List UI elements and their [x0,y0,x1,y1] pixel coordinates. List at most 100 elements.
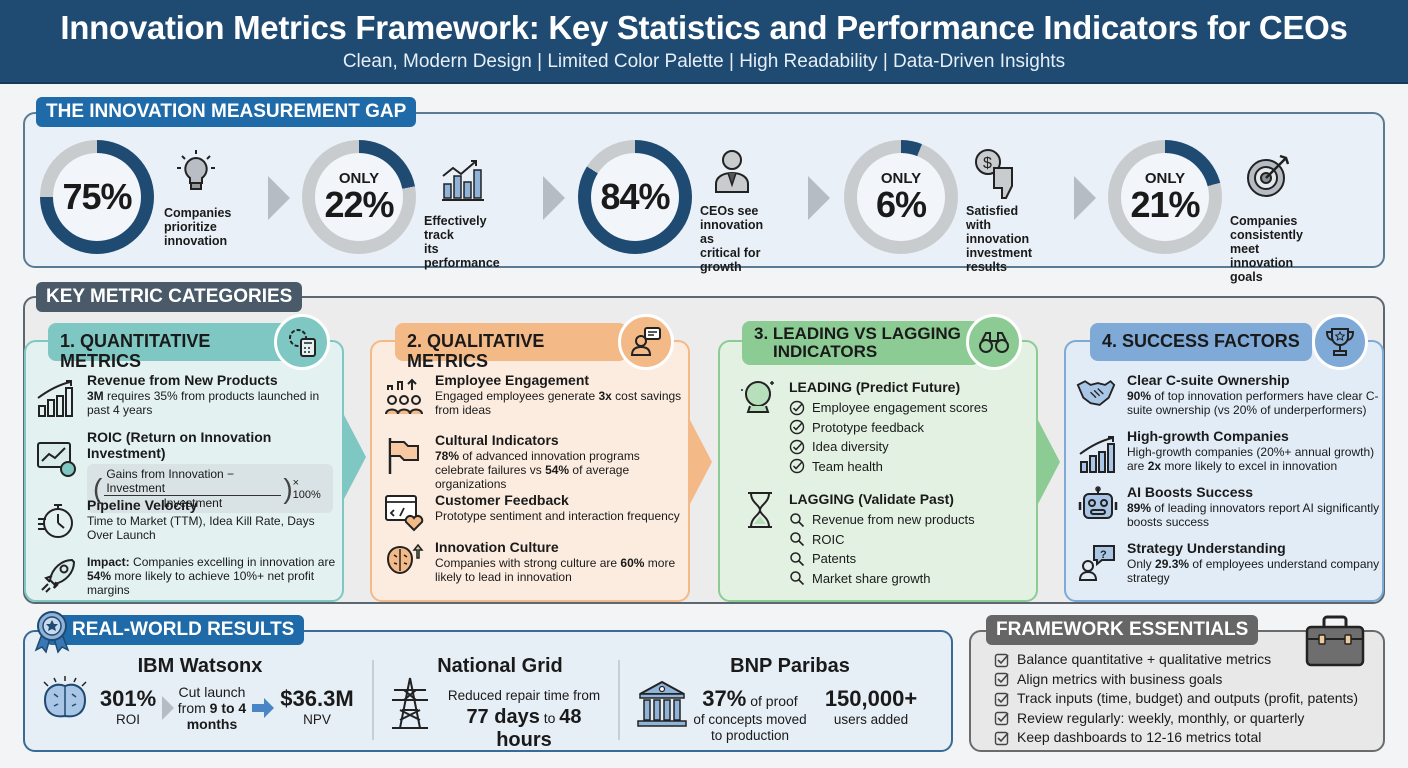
roic-formula: ( Gains from Innovation − Investment Inve… [87,464,333,513]
stat-label: Companies consistently [1230,214,1303,242]
poc-text: to production [710,728,790,743]
item-highlight: 89% [1127,501,1152,515]
launch-highlight: 9 to 4 [209,700,247,716]
item-desc: more likely to achieve 10%+ net profit m… [87,569,315,597]
stat-label: innovation [164,234,228,248]
essentials-item-label: Review regularly: weekly, monthly, or qu… [1017,709,1305,726]
roi-label: ROI [115,712,140,727]
stat-label: its performance [424,242,500,270]
item-title: Clear C-suite Ownership [1127,372,1290,388]
stat-label: investment results [966,246,1032,274]
item-desc: Engaged employees generate [435,389,599,403]
roi-value: 301% [99,686,157,711]
launch-text: months [186,716,238,732]
leading-item-label: Prototype feedback [812,419,925,435]
magnifier-icon [790,552,805,566]
item-desc: Companies excelling in innovation are [129,555,336,569]
stat-value: 84% [600,176,670,217]
person-question-icon: ? [1078,545,1115,581]
hourglass-icon [748,492,772,528]
stat-label: meet innovation goals [1230,242,1294,284]
donut-ring: 84% [578,140,692,254]
high-growth-item: High-growth Companies High-growth compan… [1076,428,1382,473]
impact-item: Impact: Companies excelling in innovatio… [36,554,340,597]
team-growth-icon [385,378,423,415]
stat-label: Effectively track [424,214,487,242]
item-title: Strategy Understanding [1127,540,1286,556]
leading-item: Team health [789,457,1029,477]
check-circle-icon [789,400,805,415]
lagging-item-label: Market share growth [812,570,931,586]
essentials-item: Balance quantitative + qualitative metri… [994,650,1374,670]
arrow-right-icon [1038,420,1060,504]
lightbulb-icon [177,150,215,190]
chevron-right-icon [543,176,565,220]
check-circle-icon [789,459,805,474]
item-desc: of advanced innovation programs celebrat… [435,449,640,477]
trophy-icon [1312,314,1368,370]
bank-building-icon [637,680,687,727]
checkbox-checked-icon [994,673,1009,687]
item-desc: more likely to excel in innovation [1161,459,1338,473]
growth-chart-icon [37,380,73,417]
brain-growth-icon [386,543,424,575]
poc-text: of proof [746,693,798,709]
users-value: 150,000+ [824,686,918,711]
arrow-right-icon [252,698,274,718]
essentials-list: Balance quantitative + qualitative metri… [994,650,1374,748]
company-name: BNP Paribas [730,655,850,677]
essentials-item-label: Balance quantitative + qualitative metri… [1017,651,1272,667]
real-world-results-panel [23,630,953,752]
toolbox-icon [1305,615,1365,667]
browser-heart-icon [385,495,424,532]
success-factors-title: 4. SUCCESS FACTORS [1090,323,1312,361]
essentials-item-label: Keep dashboards to 12-16 metrics total [1017,729,1262,745]
users-label: users added [833,712,909,727]
item-highlight: 78% [435,449,460,463]
ibm-roi: 301% ROI [96,686,160,728]
target-icon [1247,154,1290,197]
leading-title: LEADING (Predict Future) [789,379,961,395]
stat-value: 21% [1130,183,1200,225]
launch-text: Cut launch [178,684,246,700]
growth-chart-icon [1079,436,1115,473]
checkbox-checked-icon [994,731,1009,745]
formula-multiplier: × 100% [292,476,321,501]
lagging-section: LAGGING (Validate Past) Revenue from new… [789,491,1029,588]
poc-value: 37% [702,686,747,711]
checkbox-checked-icon [994,653,1009,667]
check-circle-icon [789,420,805,435]
chevron-right-icon [808,176,830,220]
dollar-thumbs-down-icon: $ [975,149,1013,199]
impact-label: Impact: [87,555,130,569]
cultural-indicators-item: Cultural Indicators 78% of advanced inno… [384,432,690,491]
stat-prefix: ONLY [338,169,380,187]
stat-value: 75% [62,176,132,217]
ibm-launch: Cut launch from 9 to 4 months [172,684,252,732]
essentials-item-label: Align metrics with business goals [1017,670,1223,687]
leading-item: Idea diversity [789,437,1029,457]
donut-ring: ONLY 22% [302,140,416,254]
item-highlight: 54% [87,569,112,583]
innovation-culture-item: Innovation Culture Companies with strong… [384,539,690,584]
person-chat-icon [618,314,674,370]
essentials-item-label: Track inputs (time, budget) and outputs … [1017,690,1359,706]
essentials-item: Review regularly: weekly, monthly, or qu… [994,709,1374,729]
lagging-item: Patents [789,549,1029,569]
quantitative-metrics-title: 1. QUANTITATIVE METRICS [48,323,288,371]
bnp-paribas-result: BNP Paribas [640,655,940,678]
item-desc: Only [1127,557,1156,571]
npv-label: NPV [303,712,331,727]
page-title: Innovation Metrics Framework: Key Statis… [60,9,1348,46]
stat-label: critical for growth [700,246,761,274]
title-line: INDICATORS [773,342,878,361]
item-title: Pipeline Velocity [87,497,198,513]
gear-calculator-icon [274,314,330,370]
ai-boosts-item: AI Boosts Success 89% of leading innovat… [1076,484,1382,529]
poc-text: of concepts moved [693,712,807,727]
stat-prefix: ONLY [880,169,922,187]
lagging-item-label: ROIC [812,531,845,547]
checkbox-checked-icon [994,712,1009,726]
svg-text:?: ? [1100,549,1107,561]
grid-to-value: 48 hours [496,706,582,751]
